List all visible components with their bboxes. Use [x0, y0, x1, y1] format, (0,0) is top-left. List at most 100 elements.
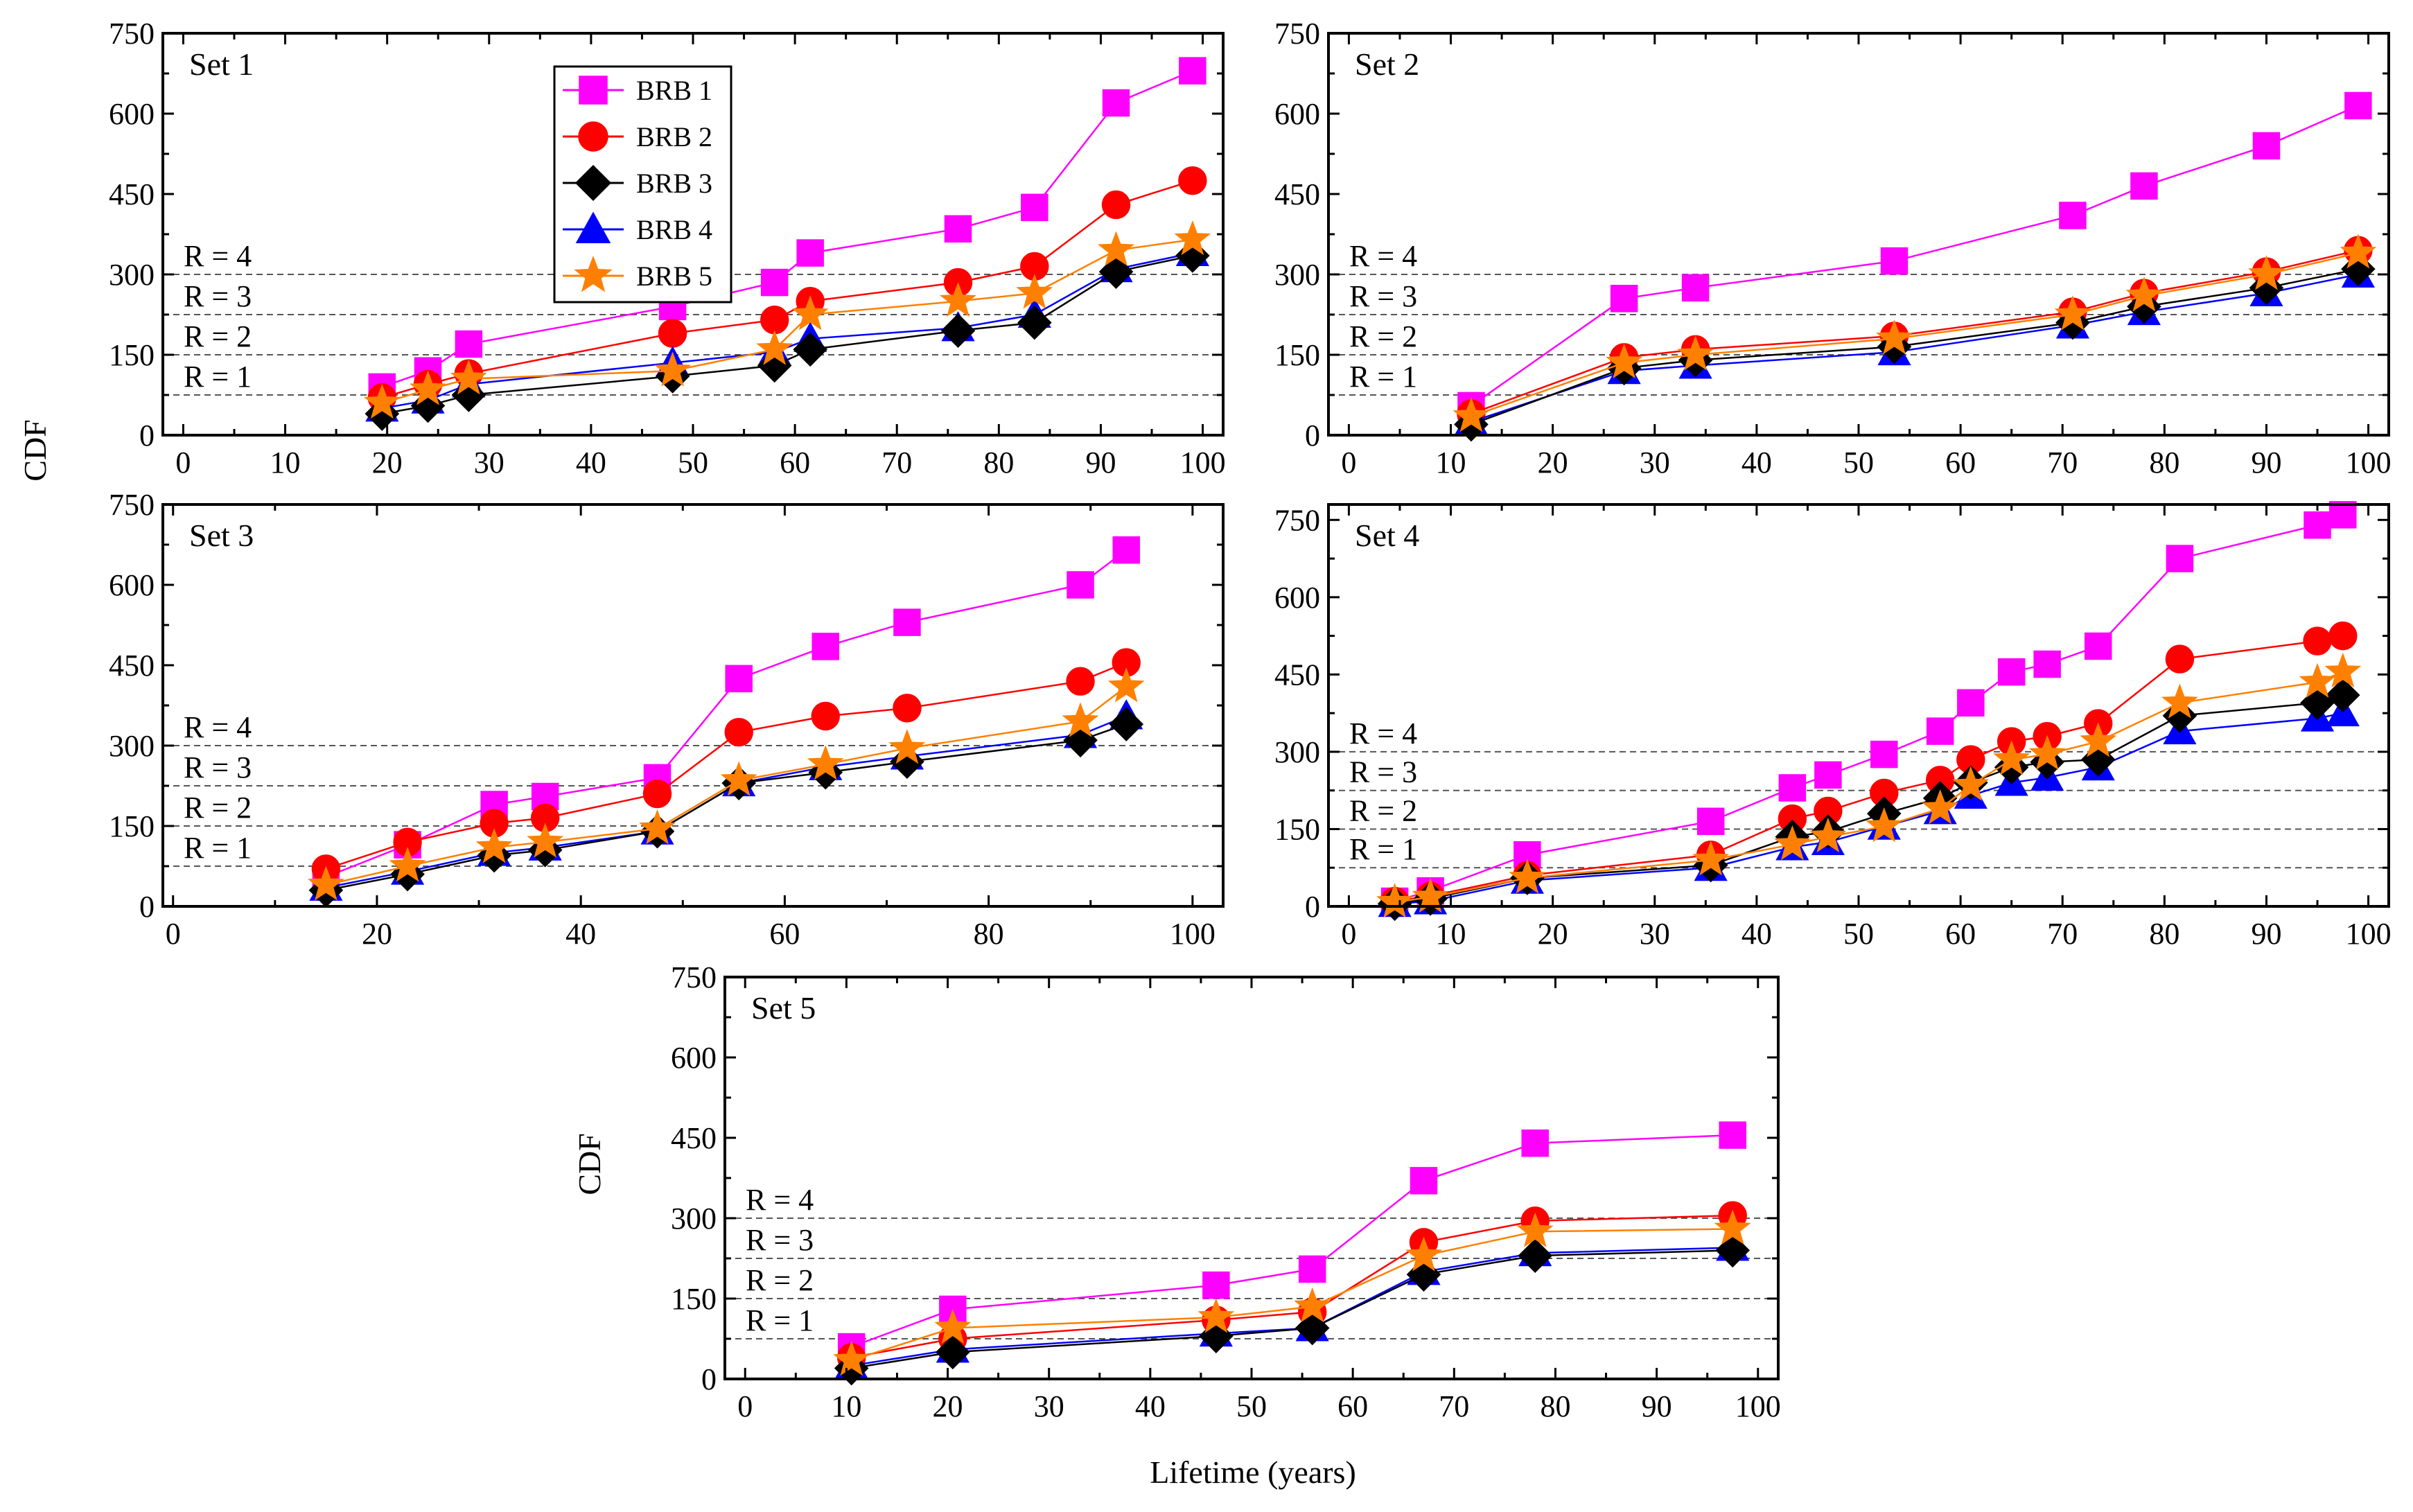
y-tick-label: 450 [671, 1121, 717, 1155]
legend-marker-brb4 [575, 211, 611, 243]
x-tick-label: 40 [1741, 446, 1772, 480]
y-tick-label: 600 [109, 97, 155, 131]
y-tick-label: 600 [1274, 581, 1320, 615]
y-tick-label: 150 [109, 338, 155, 372]
x-tick-label: 20 [1538, 917, 1568, 951]
y-tick-label: 0 [1305, 419, 1320, 452]
x-tick-label: 50 [1843, 917, 1874, 951]
data-point-brb2 [2328, 621, 2358, 651]
x-tick-label: 30 [1034, 1389, 1064, 1423]
threshold-label: R = 4 [1349, 239, 1417, 273]
chart-panel-set-4: R = 1 R = 2 R = 3 R = 4 0 10 20 30 40 50 60 70 80 90 1… [1274, 501, 2392, 951]
plot-frame [161, 503, 1225, 908]
data-point-brb5 [1376, 883, 1414, 918]
data-point-brb5 [639, 809, 676, 845]
data-point-brb1 [1997, 658, 2026, 686]
plot-frame [1327, 503, 2390, 908]
x-tick-label: 50 [678, 446, 708, 480]
x-tick-label: 100 [2346, 917, 2392, 951]
x-tick-label: 60 [1945, 446, 1976, 480]
data-point-brb5 [940, 281, 976, 317]
data-point-brb5 [934, 1308, 972, 1344]
data-point-brb1 [1957, 689, 1985, 717]
data-point-brb2 [724, 717, 753, 747]
y-tick-label: 150 [671, 1282, 717, 1316]
x-tick-label: 20 [362, 917, 392, 951]
x-tick-label: 80 [1540, 1389, 1570, 1423]
x-tick-label: 40 [1135, 1389, 1166, 1423]
data-point-brb1 [455, 330, 483, 358]
data-point-brb5 [307, 865, 344, 901]
data-point-brb5 [1952, 766, 1990, 801]
data-point-brb3 [1518, 1238, 1553, 1273]
data-point-brb5 [791, 295, 829, 331]
y-tick-label: 0 [139, 890, 155, 924]
data-point-brb1 [1778, 774, 1807, 802]
legend-label: BRB 1 [636, 75, 712, 106]
data-point-brb5 [1509, 859, 1546, 894]
data-point-brb3 [365, 396, 400, 431]
data-point-brb5 [2248, 255, 2285, 290]
data-point-brb5 [1606, 343, 1643, 379]
data-point-brb1 [811, 633, 839, 660]
data-point-brb3 [1715, 1233, 1750, 1268]
series-line-brb1 [851, 1134, 1733, 1348]
threshold-label: R = 4 [1349, 717, 1417, 750]
data-point-brb5 [1405, 1236, 1442, 1272]
y-tick-label: 150 [1274, 812, 1320, 846]
data-point-brb2 [893, 694, 922, 723]
data-point-brb5 [1062, 702, 1099, 737]
series-line-brb3 [1471, 268, 2359, 425]
data-point-brb1 [1880, 247, 1909, 275]
threshold-label: R = 2 [184, 319, 252, 353]
series-line-brb5 [1471, 252, 2359, 418]
x-tick-label: 40 [565, 917, 596, 951]
y-axis-label: CDF [17, 419, 53, 481]
data-point-brb5 [833, 1341, 870, 1376]
data-point-brb1 [1067, 571, 1094, 599]
y-tick-label: 450 [1274, 177, 1320, 211]
legend-label: BRB 5 [636, 261, 712, 292]
data-point-brb5 [475, 828, 513, 863]
data-point-brb5 [1866, 807, 1903, 843]
x-tick-label: 70 [2047, 446, 2078, 480]
x-tick-label: 20 [1538, 446, 1568, 480]
series-line-brb5 [326, 685, 1127, 886]
x-tick-label: 90 [1085, 446, 1116, 480]
x-tick-label: 60 [780, 446, 810, 480]
plot-frame [1327, 32, 2390, 437]
legend-marker-brb3 [574, 164, 612, 202]
data-point-brb1 [1696, 807, 1725, 836]
x-axis-label: Lifetime (years) [1150, 1454, 1356, 1490]
y-tick-label: 450 [109, 649, 155, 683]
data-point-brb1 [1102, 89, 1130, 117]
legend-marker-brb5 [574, 255, 613, 292]
legend-label: BRB 4 [636, 214, 712, 245]
data-point-brb5 [2080, 722, 2117, 757]
data-point-brb1 [2130, 172, 2158, 200]
data-point-brb3 [1017, 305, 1052, 340]
y-tick-label: 0 [1305, 890, 1320, 924]
data-point-brb1 [1870, 740, 1898, 768]
y-tick-label: 0 [139, 419, 155, 452]
data-point-brb3 [793, 332, 827, 367]
y-tick-label: 150 [1274, 338, 1320, 372]
threshold-label: R = 3 [184, 750, 252, 784]
data-point-brb1 [2344, 91, 2372, 120]
data-point-brb1 [1521, 1129, 1549, 1157]
panel-title: Set 4 [1355, 518, 1419, 553]
threshold-label: R = 1 [184, 831, 252, 865]
y-tick-label: 600 [109, 568, 155, 602]
chart-panels: R = 1 R = 2 R = 3 R = 4 0 10 20 30 40 50 60 70 80 90 1… [109, 17, 2392, 1423]
y-tick-label: 300 [109, 729, 155, 763]
x-tick-label: 90 [1642, 1389, 1672, 1423]
y-tick-label: 300 [1274, 735, 1320, 769]
x-tick-label: 60 [1337, 1389, 1368, 1423]
data-point-brb1 [2252, 132, 2281, 160]
data-point-brb3 [2162, 698, 2197, 733]
data-point-brb1 [1112, 536, 1140, 564]
y-tick-label: 750 [1274, 503, 1320, 537]
panel-title: Set 1 [189, 46, 254, 82]
data-point-brb3 [2300, 685, 2335, 721]
